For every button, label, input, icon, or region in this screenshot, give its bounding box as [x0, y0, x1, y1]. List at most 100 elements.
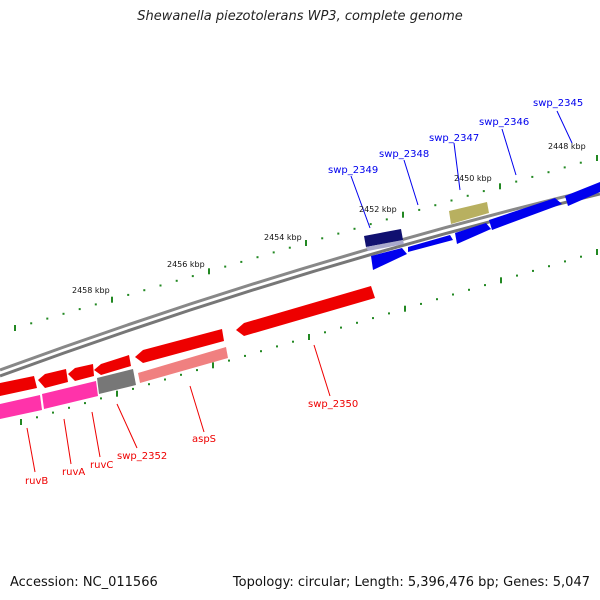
gene-label-swp_2352[interactable]: swp_2352 [117, 451, 167, 462]
gene-label-ruvB[interactable]: ruvB [25, 476, 48, 487]
minor-tick [466, 194, 469, 197]
major-tick [212, 362, 214, 369]
inner-tick-dots [20, 249, 598, 425]
minor-tick [531, 175, 534, 178]
gene-label-ruvC[interactable]: ruvC [90, 460, 113, 471]
gene-arrow-swp_2352[interactable] [94, 355, 131, 375]
leader-swp_2346 [501, 128, 517, 176]
minor-tick [143, 289, 146, 292]
rna-bar-ruvB[interactable] [0, 395, 42, 419]
minor-tick [288, 246, 291, 249]
major-tick [402, 211, 404, 218]
leader-ruvA [63, 418, 72, 465]
gene-label-swp_2347[interactable]: swp_2347 [429, 133, 479, 144]
ruler-label-2452: 2452 kbp [359, 205, 397, 214]
minor-tick [272, 251, 275, 254]
gene-arrow-ruvA[interactable] [38, 369, 68, 388]
outer-tick-dots [14, 155, 598, 331]
gene-box-2349-shadow [366, 240, 404, 251]
gene-arrow-swp_2350[interactable] [236, 286, 375, 336]
minor-tick [46, 317, 49, 320]
minor-tick [30, 322, 33, 325]
major-tick [14, 325, 16, 331]
minor-tick [372, 317, 374, 320]
minor-tick [36, 416, 38, 419]
minor-tick [68, 406, 70, 409]
minor-tick [420, 302, 422, 305]
topology-text: Topology: circular; Length: 5,396,476 bp… [232, 575, 590, 590]
minor-tick [356, 321, 358, 324]
gene-label-swp_2349[interactable]: swp_2349 [328, 165, 378, 176]
minor-tick [180, 373, 182, 376]
minor-tick [127, 293, 130, 296]
minor-tick [292, 340, 294, 343]
minor-tick [228, 359, 230, 362]
ruler-labels: 2448 kbp 2450 kbp 2452 kbp 2454 kbp 2456… [72, 142, 586, 295]
minor-tick [324, 331, 326, 334]
gene-label-swp_2345[interactable]: swp_2345 [533, 98, 583, 109]
label-leaders [26, 110, 573, 473]
minor-tick [484, 284, 486, 287]
minor-tick [52, 411, 54, 414]
minor-tick [450, 199, 453, 202]
leader-swp_2352 [116, 403, 138, 449]
minor-tick [276, 345, 278, 348]
leader-aspS [189, 385, 205, 433]
minor-tick [369, 223, 372, 226]
minor-tick [482, 190, 485, 193]
minor-tick [579, 161, 582, 164]
major-tick [305, 240, 307, 246]
ruler-label-2454: 2454 kbp [264, 233, 302, 242]
minor-tick [353, 227, 356, 230]
gene-arrow-ruvB[interactable] [0, 376, 37, 396]
minor-tick [563, 166, 566, 169]
gene-box-swp_2352-pseudo[interactable] [97, 369, 136, 394]
minor-tick [175, 279, 178, 282]
minor-tick [132, 387, 134, 390]
minor-tick [532, 269, 534, 272]
minor-tick [452, 293, 454, 296]
minor-tick [62, 312, 65, 315]
gene-label-swp_2346[interactable]: swp_2346 [479, 117, 529, 128]
major-tick [20, 419, 22, 425]
minor-tick [418, 208, 421, 211]
minor-tick [196, 369, 198, 372]
gene-box-2349-selected[interactable] [364, 229, 403, 247]
leader-ruvB [26, 427, 36, 473]
gene-arrow-swp_2349[interactable] [371, 248, 407, 270]
gene-arrow-swp_2348[interactable] [408, 235, 453, 252]
gene-arrow-swp_2345[interactable] [565, 182, 600, 206]
major-tick [500, 277, 502, 284]
minor-tick [468, 288, 470, 291]
gene-label-aspS[interactable]: aspS [192, 434, 216, 445]
minor-tick [515, 180, 518, 183]
gene-arrow-ruvC[interactable] [68, 364, 94, 381]
minor-tick [547, 171, 550, 174]
minor-tick [548, 265, 550, 268]
gene-arrow-swp_2347[interactable] [455, 223, 491, 244]
minor-tick [260, 350, 262, 353]
gene-arrow-swp_2346[interactable] [489, 198, 562, 230]
minor-tick [94, 303, 97, 306]
rna-bar-ruvA[interactable] [42, 381, 98, 409]
leader-swp_2350 [313, 344, 331, 397]
major-tick [499, 183, 501, 190]
gene-label-swp_2350[interactable]: swp_2350 [308, 399, 358, 410]
gene-box-2347-other[interactable] [449, 202, 489, 224]
minor-tick [340, 326, 342, 329]
minor-tick [78, 308, 81, 311]
minor-tick [84, 402, 86, 405]
gene-arrow-aspS[interactable] [135, 329, 224, 363]
leader-swp_2345 [556, 110, 573, 144]
leader-swp_2347 [453, 142, 461, 191]
gene-label-ruvA[interactable]: ruvA [62, 467, 85, 478]
forward-genes [364, 182, 600, 270]
minor-tick [191, 275, 194, 278]
reverse-genes [0, 286, 375, 419]
ruler-label-2450: 2450 kbp [454, 174, 492, 183]
major-tick [596, 155, 598, 161]
gene-label-swp_2348[interactable]: swp_2348 [379, 149, 429, 160]
gene-box-aspS-light[interactable] [138, 347, 228, 383]
major-tick [308, 334, 310, 340]
